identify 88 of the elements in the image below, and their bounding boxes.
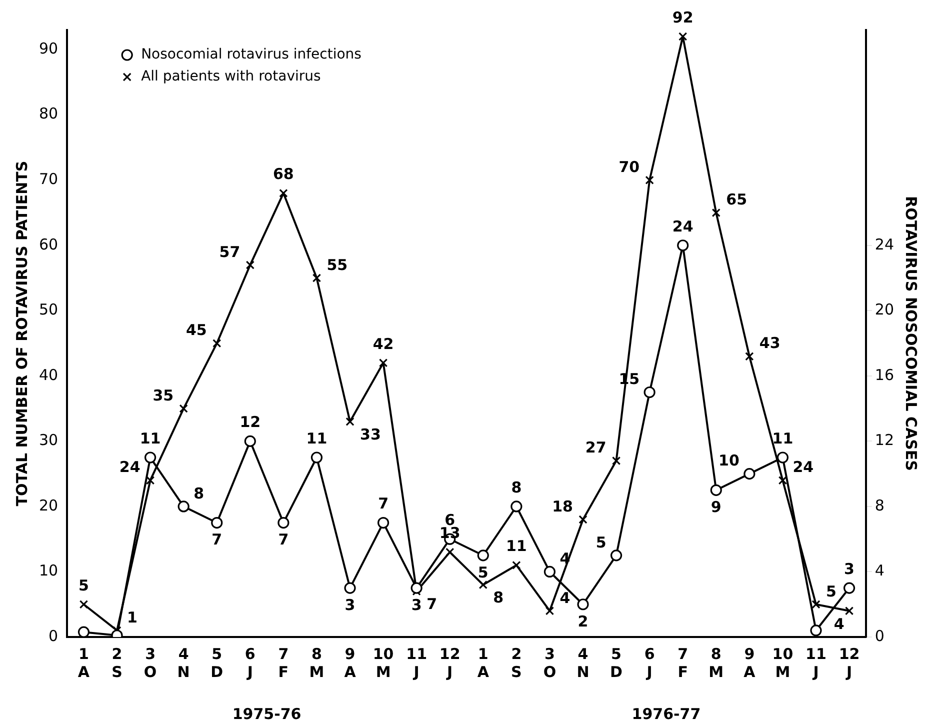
y2-tick-label: 12 xyxy=(874,431,894,450)
data-label: 65 xyxy=(726,190,748,209)
x-tick-label: 11 J xyxy=(806,644,826,681)
y2-tick-label: 20 xyxy=(874,300,894,319)
data-label: 11 xyxy=(772,429,794,448)
y-tick-label: 60 xyxy=(38,235,58,254)
data-label: 27 xyxy=(585,438,606,457)
data-label: 5 xyxy=(478,563,488,582)
x-tick-label: 8 M xyxy=(708,644,724,681)
data-label: 7 xyxy=(378,494,389,513)
data-label: 3 xyxy=(411,596,422,614)
x-tick-label: 4 N xyxy=(177,644,190,681)
y-axis-title: TOTAL NUMBER OF ROTAVIRUS PATIENTS xyxy=(12,160,31,506)
x-tick-label: 8 M xyxy=(309,644,324,681)
data-label: 5 xyxy=(826,582,836,600)
data-label: 55 xyxy=(326,256,348,274)
data-label: 24 xyxy=(119,458,140,476)
y-tick-label: 50 xyxy=(38,300,58,319)
data-label: 24 xyxy=(672,217,694,236)
x-tick-label: 12 J xyxy=(439,644,460,681)
y-tick-label: 30 xyxy=(38,431,58,450)
y-tick-label: 70 xyxy=(38,170,58,188)
data-label: 8 xyxy=(493,588,504,607)
data-label: 3 xyxy=(844,560,854,578)
y2-tick-label: 8 xyxy=(874,496,884,514)
y2-tick-label: 16 xyxy=(874,366,894,384)
data-label: 35 xyxy=(152,386,174,404)
legend-label: Nosocomial rotavirus infections xyxy=(141,46,362,63)
data-label: 7 xyxy=(212,530,222,549)
data-label: 45 xyxy=(186,321,207,340)
y2-axis-title: ROTAVIRUS NOSOCOMIAL CASES xyxy=(902,196,920,471)
x-tick-label: 1 A xyxy=(477,644,490,681)
y-tick-label: 20 xyxy=(38,496,58,514)
data-label: 43 xyxy=(759,334,780,352)
data-label: 11 xyxy=(140,429,161,448)
data-label: 4 xyxy=(834,614,844,633)
y-tick-label: 40 xyxy=(38,366,58,384)
x-tick-label: 9 A xyxy=(744,644,756,681)
x-tick-label: 5 D xyxy=(210,644,224,681)
x-tick-label: 10 M xyxy=(772,644,794,681)
y2-tick-label: 0 xyxy=(874,626,884,645)
data-label: 3 xyxy=(344,596,356,614)
x-tick-label: 6 J xyxy=(644,644,655,681)
data-label: 33 xyxy=(360,426,381,444)
data-label: 1 xyxy=(127,608,138,626)
y2-tick-label: 24 xyxy=(874,235,894,254)
x-tick-label: 4 N xyxy=(576,644,590,681)
data-label: 7 xyxy=(278,530,289,549)
x-tick-label: 10 M xyxy=(372,644,394,681)
data-label: 42 xyxy=(372,334,394,353)
data-label: 57 xyxy=(219,242,240,261)
x-tick-label: 3 O xyxy=(144,644,157,681)
data-label: 24 xyxy=(792,458,814,476)
y-tick-label: 90 xyxy=(38,39,58,58)
data-label: 92 xyxy=(672,8,694,26)
x-tick-label: 11 J xyxy=(406,644,428,681)
y-tick-label: 10 xyxy=(38,562,58,580)
text: 1976-77 xyxy=(632,704,701,723)
data-label: 5 xyxy=(78,576,89,594)
y-tick-label: 80 xyxy=(38,104,58,123)
x-tick-label: 7 F xyxy=(678,644,688,681)
x-tick-label: 1 A xyxy=(78,644,90,681)
data-label: 8 xyxy=(511,478,522,496)
x-tick-label: 9 A xyxy=(344,644,356,681)
data-label: 7 xyxy=(426,595,438,614)
y2-tick-label: 4 xyxy=(874,562,884,580)
data-label: 2 xyxy=(578,612,588,630)
x-tick-label: 7 F xyxy=(278,644,289,681)
x-tick-label: 2 S xyxy=(511,644,522,681)
x-tick-label: 2 S xyxy=(112,644,122,681)
x-tick-label: 5 D xyxy=(610,644,623,681)
data-label: 10 xyxy=(718,452,740,470)
data-label: 18 xyxy=(552,497,573,516)
data-label: 12 xyxy=(240,413,261,432)
x-tick-label: 3 O xyxy=(543,644,556,681)
data-label: 5 xyxy=(596,533,606,552)
data-label: 8 xyxy=(194,484,204,502)
legend-label: All patients with rotavirus xyxy=(141,68,321,85)
data-label: 9 xyxy=(710,498,722,516)
x-tick-label: 6 J xyxy=(244,644,256,681)
data-label: 11 xyxy=(306,429,328,448)
data-label: 11 xyxy=(506,537,527,556)
x-tick-label: 12 J xyxy=(838,644,860,681)
y-tick-label: 0 xyxy=(48,626,58,645)
data-label: 70 xyxy=(618,158,640,176)
data-label: 68 xyxy=(273,165,294,184)
data-label: 4 xyxy=(560,588,570,607)
text: 1975-76 xyxy=(232,704,302,723)
